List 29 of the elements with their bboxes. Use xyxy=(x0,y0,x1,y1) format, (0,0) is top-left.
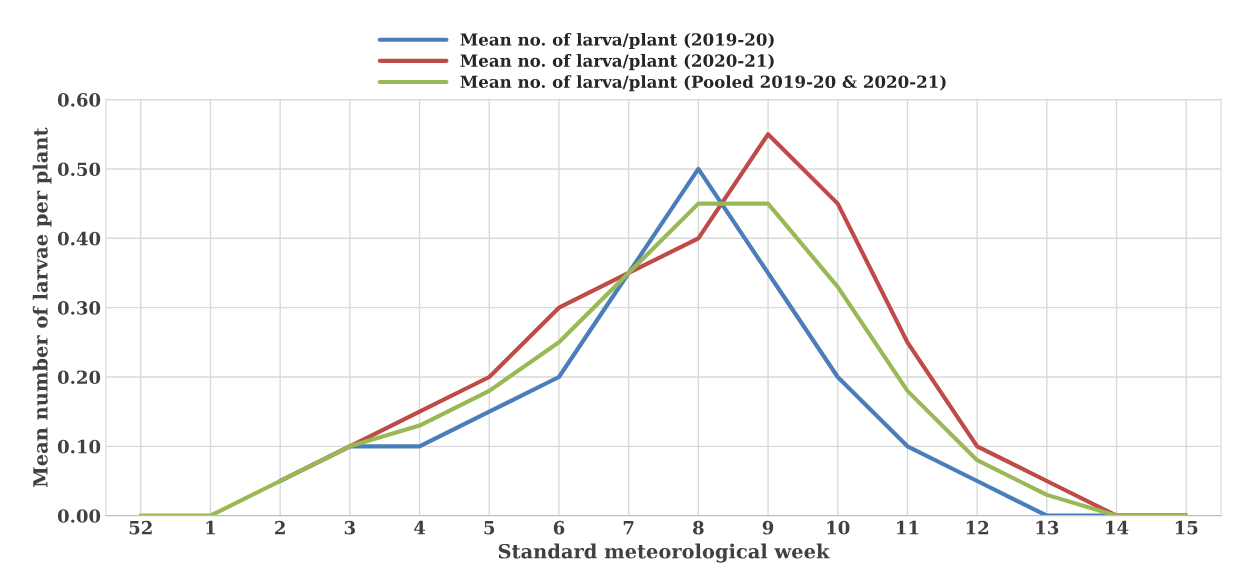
y-tick-label: 0.40 xyxy=(57,231,101,246)
x-tick-label: 14 xyxy=(1106,520,1129,535)
x-tick-label: 6 xyxy=(553,520,565,535)
x-tick-label: 9 xyxy=(762,520,774,535)
x-tick-label: 52 xyxy=(129,520,152,535)
x-tick-label: 7 xyxy=(623,521,634,535)
x-tick-label: 12 xyxy=(966,520,989,535)
x-axis-title: Standard meteorological week xyxy=(498,543,830,563)
x-tick-label: 13 xyxy=(1036,520,1059,535)
x-tick-label: 4 xyxy=(414,520,426,535)
y-tick-label: 0.00 xyxy=(57,509,101,523)
x-tick-label: 15 xyxy=(1175,520,1198,535)
x-tick-label: 5 xyxy=(484,521,495,535)
y-tick-label: 0.20 xyxy=(57,370,101,385)
y-axis-title: Mean number of larvae per plant xyxy=(32,127,52,487)
legend-label: Mean no. of larva/plant (2020-21) xyxy=(460,54,774,71)
x-tick-label: 11 xyxy=(897,520,919,535)
x-tick-label: 2 xyxy=(275,520,285,535)
y-tick-label: 0.50 xyxy=(57,162,101,177)
x-tick-label: 3 xyxy=(344,520,355,535)
line-series xyxy=(138,201,1189,516)
x-tick-label: 8 xyxy=(693,520,704,535)
legend-label: Mean no. of larva/plant (2019-20) xyxy=(460,32,774,50)
legend-label: Mean no. of larva/plant (Pooled 2019-20 & 2020-21) xyxy=(460,75,946,92)
y-tick-label: 0.10 xyxy=(57,439,101,454)
x-tick-label: 1 xyxy=(206,520,215,535)
y-tick-label: 0.30 xyxy=(57,301,101,315)
x-tick-label: 10 xyxy=(827,520,850,535)
y-tick-label: 0.60 xyxy=(57,93,101,107)
